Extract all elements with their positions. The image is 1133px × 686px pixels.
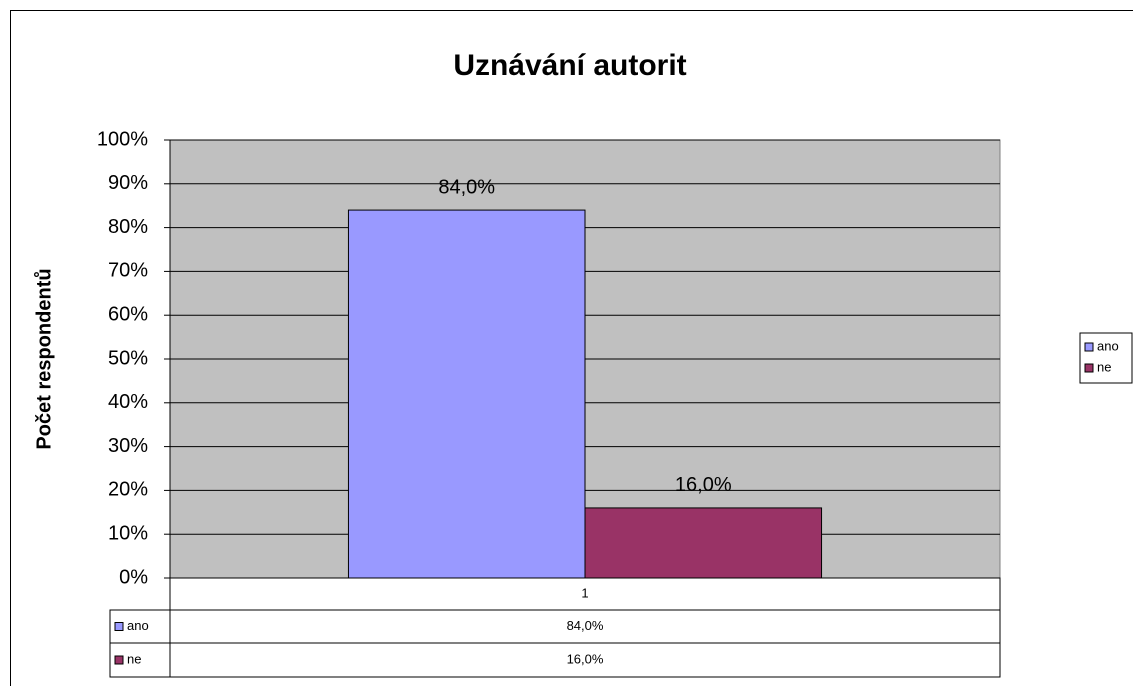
legend	[1079, 332, 1133, 384]
y-tick-label: 20%	[108, 479, 148, 501]
legend-label: ne	[1097, 359, 1111, 374]
y-tick-label: 40%	[108, 391, 148, 413]
y-tick-label: 50%	[108, 347, 148, 369]
legend-label: ano	[1097, 338, 1119, 353]
table-value: 16,0%	[567, 651, 604, 666]
data-label: 84,0%	[438, 176, 495, 198]
chart-title: Uznávání autorit	[453, 49, 686, 82]
table-value: 84,0%	[567, 618, 604, 633]
table-series-name: ano	[127, 618, 149, 633]
y-tick-label: 10%	[108, 522, 148, 544]
data-label: 16,0%	[675, 474, 732, 496]
y-tick-label: 80%	[108, 216, 148, 238]
data-table	[169, 577, 1001, 611]
y-tick-label: 100%	[97, 128, 148, 150]
y-tick-label: 60%	[108, 303, 148, 325]
bar	[584, 507, 823, 579]
y-tick-label: 90%	[108, 172, 148, 194]
table-series-name: ne	[127, 651, 141, 666]
table-row	[169, 642, 1001, 678]
y-axis-label: Počet respondentů	[33, 268, 55, 449]
table-key	[114, 622, 124, 631]
y-tick-label: 70%	[108, 260, 148, 282]
y-tick-label: 30%	[108, 435, 148, 457]
table-key	[114, 655, 124, 665]
legend-key	[1084, 342, 1094, 352]
legend-key	[1084, 363, 1094, 373]
table-category: 1	[581, 585, 588, 600]
bar	[347, 209, 586, 579]
y-tick-label: 0%	[119, 566, 148, 588]
